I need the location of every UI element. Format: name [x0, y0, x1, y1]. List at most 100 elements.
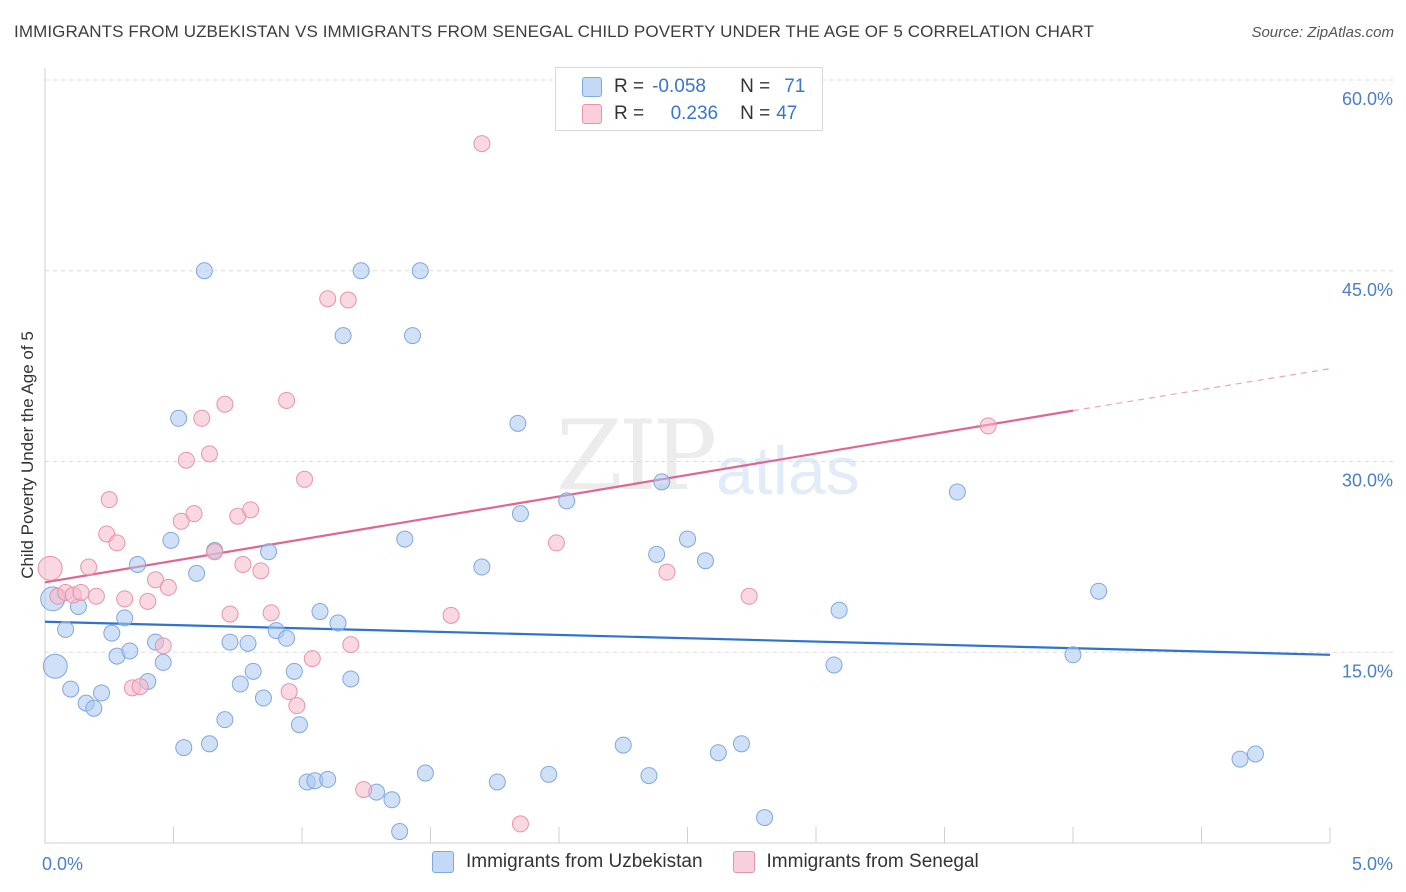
- point-uzbekistan: [640, 767, 658, 785]
- point-senegal: [72, 583, 90, 601]
- point-uzbekistan: [352, 262, 370, 280]
- legend-n-label: N =: [740, 76, 771, 97]
- point-uzbekistan: [488, 773, 506, 791]
- point-senegal: [100, 491, 118, 509]
- point-senegal: [242, 501, 260, 519]
- point-uzbekistan: [825, 656, 843, 674]
- point-uzbekistan: [154, 653, 172, 671]
- point-uzbekistan: [614, 736, 632, 754]
- point-senegal: [342, 636, 360, 654]
- point-uzbekistan: [830, 601, 848, 619]
- y-tick-label: 15.0%: [1342, 661, 1393, 681]
- point-senegal: [185, 505, 203, 523]
- point-uzbekistan: [244, 662, 262, 680]
- point-senegal: [154, 637, 172, 655]
- point-senegal: [252, 562, 270, 580]
- watermark-atlas: atlas: [716, 433, 860, 509]
- legend-label-uzbekistan: Immigrants from Uzbekistan: [466, 851, 703, 872]
- point-uzbekistan: [216, 711, 234, 729]
- legend-row-uzbekistan: R = -0.058 N = 71: [582, 74, 805, 100]
- point-senegal: [355, 781, 373, 799]
- point-uzbekistan: [116, 609, 134, 627]
- point-senegal: [139, 592, 157, 610]
- legend-swatch-senegal: [582, 104, 602, 124]
- legend-n-value: 47: [776, 103, 798, 124]
- point-uzbekistan: [696, 552, 714, 570]
- point-uzbekistan: [162, 531, 180, 549]
- point-uzbekistan: [709, 744, 727, 762]
- point-senegal: [172, 512, 190, 530]
- legend-r-label: R =: [614, 103, 645, 124]
- legend-item-uzbekistan: Immigrants from Uzbekistan: [432, 851, 703, 873]
- point-uzbekistan: [679, 530, 696, 548]
- legend-n-value: 71: [784, 76, 806, 97]
- point-senegal: [473, 135, 491, 153]
- point-uzbekistan: [540, 765, 558, 783]
- trend-line-senegal-extension: [1072, 368, 1331, 412]
- axes: [44, 68, 1331, 844]
- trend-line-uzbekistan: [44, 620, 1331, 656]
- point-uzbekistan: [756, 809, 774, 827]
- point-uzbekistan: [93, 684, 111, 702]
- y-tick-label: 30.0%: [1342, 471, 1393, 491]
- point-uzbekistan: [103, 624, 121, 642]
- legend-row-senegal: R = 0.236 N = 47: [582, 101, 797, 127]
- point-senegal: [262, 604, 280, 622]
- point-senegal: [339, 291, 357, 309]
- legend-item-senegal: Immigrants from Senegal: [732, 851, 979, 873]
- point-senegal: [288, 697, 306, 715]
- trend-line-senegal: [44, 409, 1074, 584]
- point-uzbekistan: [195, 262, 213, 280]
- point-senegal: [280, 683, 298, 701]
- point-uzbekistan: [342, 670, 360, 688]
- point-senegal: [740, 587, 758, 605]
- point-uzbekistan: [648, 545, 666, 563]
- chart-title: IMMIGRANTS FROM UZBEKISTAN VS IMMIGRANTS…: [14, 22, 1094, 41]
- point-senegal: [319, 290, 337, 308]
- point-uzbekistan: [1231, 750, 1249, 768]
- chart-source: Source: ZipAtlas.com: [1251, 24, 1394, 41]
- point-uzbekistan: [653, 473, 671, 491]
- point-senegal: [442, 606, 460, 624]
- point-uzbekistan: [1246, 745, 1264, 763]
- x-tick-label-min: 0.0%: [42, 854, 83, 874]
- point-senegal: [221, 605, 239, 623]
- point-uzbekistan: [42, 653, 68, 679]
- point-uzbekistan: [732, 735, 750, 753]
- point-uzbekistan: [411, 262, 429, 280]
- y-tick-label: 60.0%: [1342, 89, 1393, 109]
- point-uzbekistan: [200, 735, 218, 753]
- point-uzbekistan: [188, 564, 206, 582]
- point-uzbekistan: [57, 620, 75, 638]
- y-tick-label: 45.0%: [1342, 280, 1393, 300]
- point-senegal: [979, 417, 997, 435]
- data-points: [37, 71, 1264, 841]
- point-uzbekistan: [511, 505, 529, 523]
- point-uzbekistan: [383, 791, 401, 809]
- point-uzbekistan: [85, 699, 103, 717]
- legend-r-value: -0.058: [652, 76, 706, 97]
- point-uzbekistan: [1064, 646, 1082, 664]
- point-uzbekistan: [319, 770, 337, 788]
- point-uzbekistan: [231, 675, 249, 693]
- point-uzbekistan: [416, 764, 434, 782]
- legend-swatch-uzbekistan: [432, 851, 454, 873]
- point-senegal: [216, 395, 234, 413]
- point-uzbekistan: [1090, 582, 1108, 600]
- series-legend: Immigrants from Uzbekistan Immigrants fr…: [432, 851, 1009, 873]
- point-uzbekistan: [285, 662, 303, 680]
- legend-n-label: N =: [740, 103, 771, 124]
- point-uzbekistan: [334, 327, 352, 345]
- point-senegal: [303, 650, 321, 668]
- point-senegal: [200, 445, 218, 463]
- point-uzbekistan: [311, 603, 329, 621]
- point-senegal: [116, 590, 134, 608]
- point-senegal: [206, 543, 224, 561]
- point-uzbekistan: [404, 327, 422, 345]
- point-uzbekistan: [121, 642, 139, 660]
- point-senegal: [37, 555, 63, 581]
- point-uzbekistan: [290, 716, 308, 734]
- point-uzbekistan: [239, 634, 257, 652]
- point-uzbekistan: [509, 414, 527, 432]
- point-senegal: [234, 556, 252, 574]
